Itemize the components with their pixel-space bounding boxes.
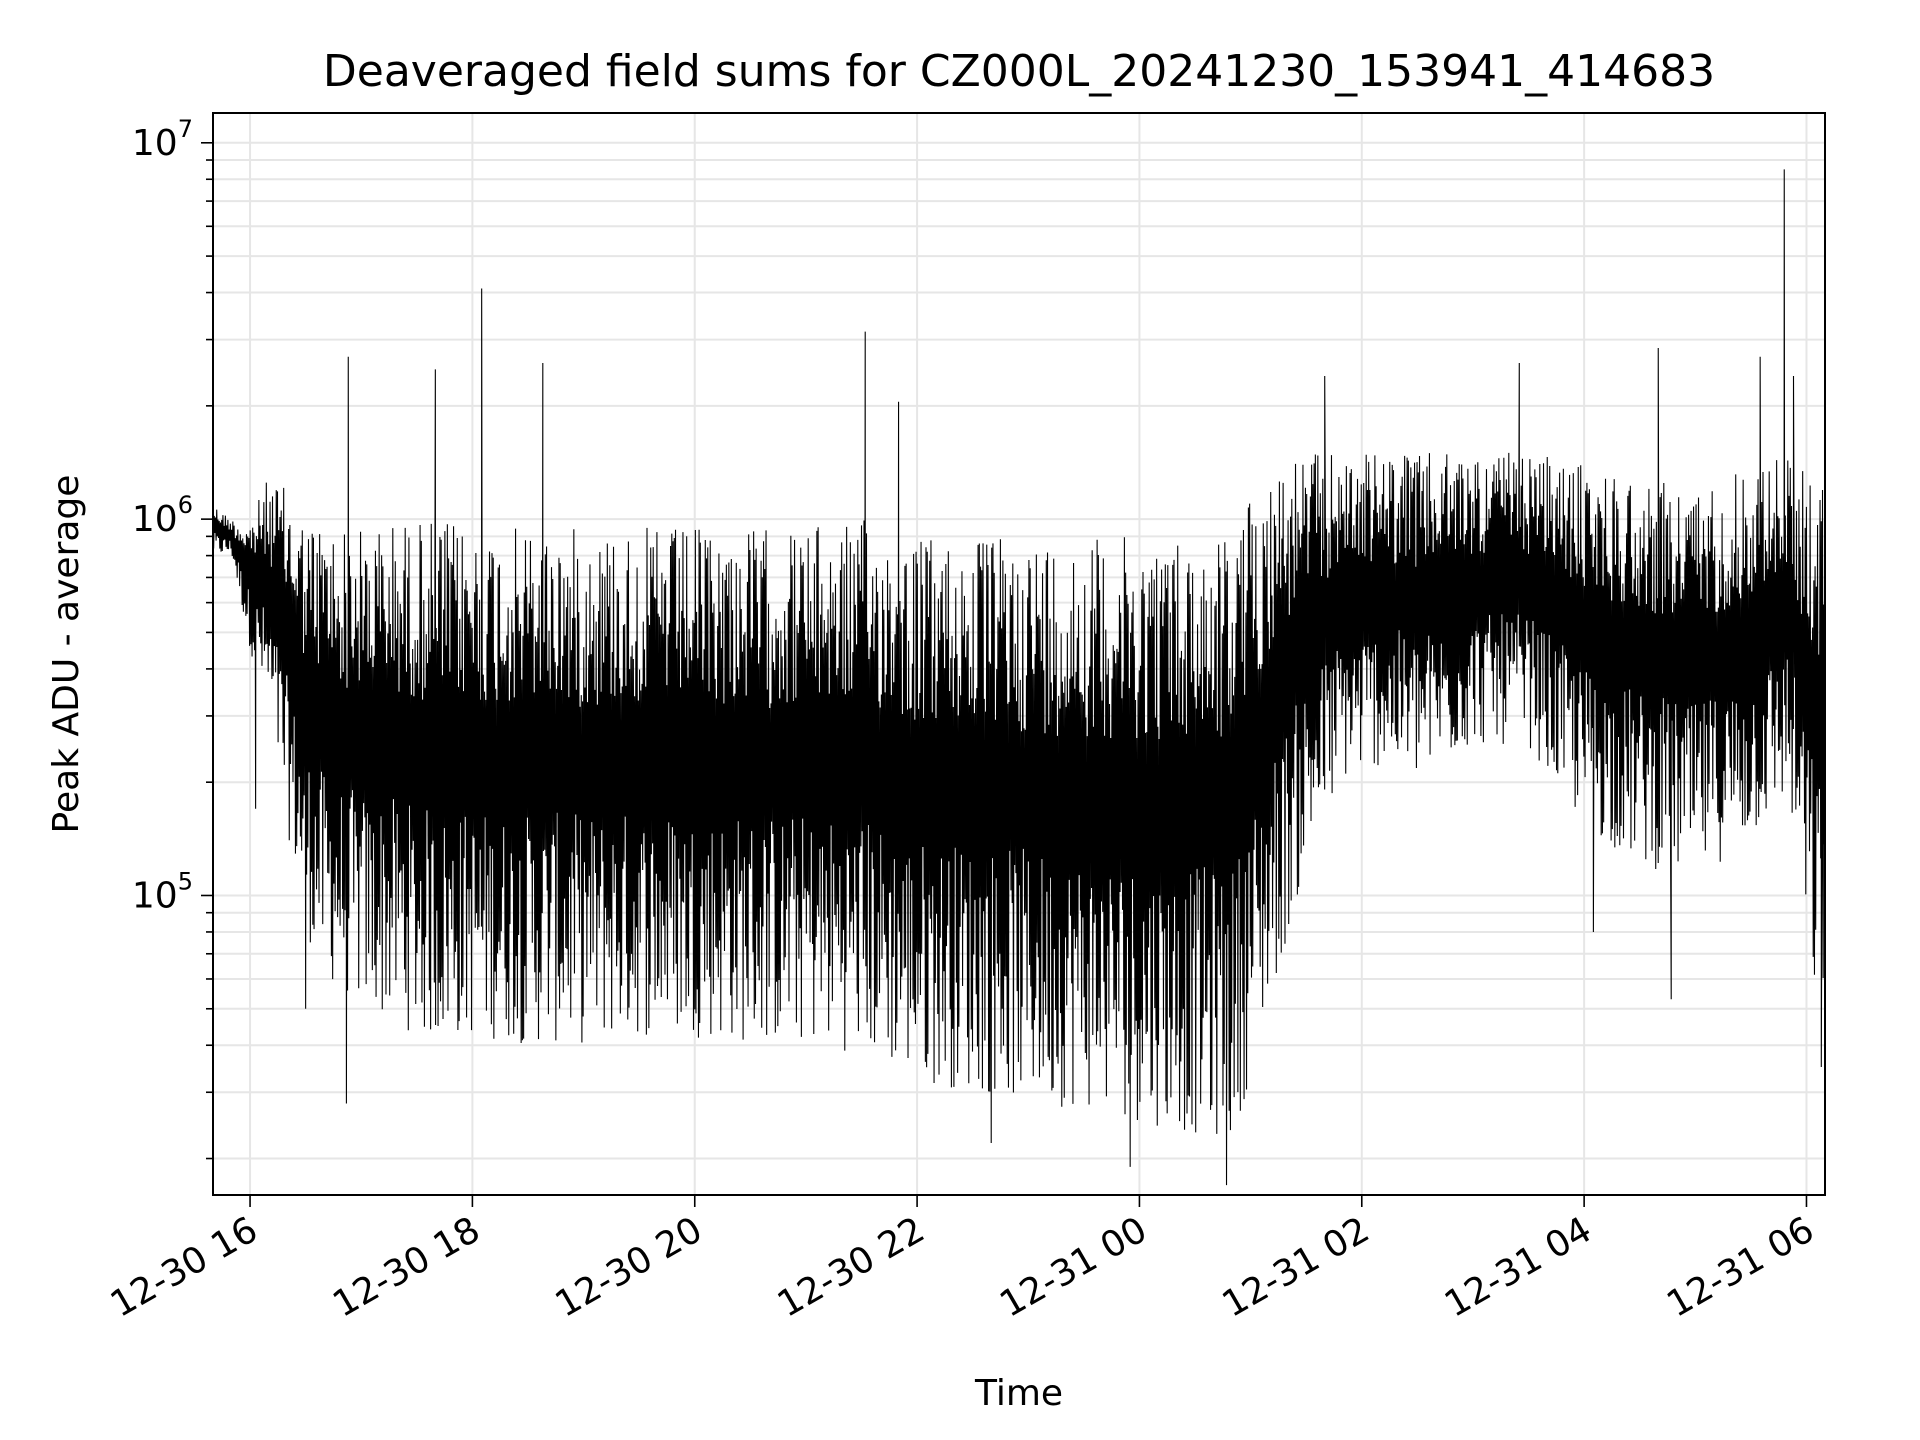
y-tick-label: 107 <box>132 115 193 164</box>
y-tick-label: 105 <box>132 867 193 916</box>
chart-title: Deaveraged field sums for CZ000L_2024123… <box>323 46 1715 97</box>
y-axis-label: Peak ADU - average <box>46 475 87 834</box>
y-tick-label: 106 <box>132 491 193 540</box>
y-axis: 105 106 107 <box>132 115 213 1160</box>
series-line <box>213 169 1825 1186</box>
x-axis-label: Time <box>974 1373 1063 1414</box>
plot-frame <box>212 112 1826 1196</box>
